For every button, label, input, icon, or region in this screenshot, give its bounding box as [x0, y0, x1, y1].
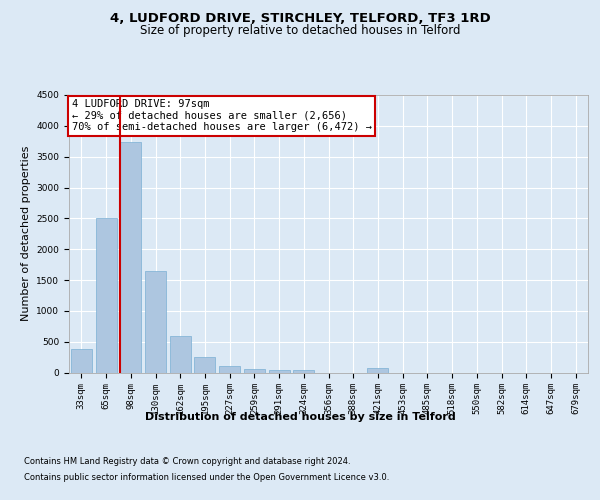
Bar	[145, 272, 166, 372]
Bar	[95, 218, 116, 372]
Bar	[71, 349, 92, 372]
Text: 4, LUDFORD DRIVE, STIRCHLEY, TELFORD, TF3 1RD: 4, LUDFORD DRIVE, STIRCHLEY, TELFORD, TF…	[110, 12, 490, 26]
Bar	[244, 369, 265, 372]
Bar	[219, 366, 240, 372]
Text: Distribution of detached houses by size in Telford: Distribution of detached houses by size …	[145, 412, 455, 422]
Text: Size of property relative to detached houses in Telford: Size of property relative to detached ho…	[140, 24, 460, 37]
Text: 4 LUDFORD DRIVE: 97sqm
← 29% of detached houses are smaller (2,656)
70% of semi-: 4 LUDFORD DRIVE: 97sqm ← 29% of detached…	[71, 99, 371, 132]
Bar	[367, 368, 388, 372]
Bar	[170, 336, 191, 372]
Text: Contains public sector information licensed under the Open Government Licence v3: Contains public sector information licen…	[24, 472, 389, 482]
Bar	[293, 370, 314, 372]
Bar	[194, 358, 215, 372]
Bar	[120, 142, 141, 372]
Y-axis label: Number of detached properties: Number of detached properties	[21, 146, 31, 322]
Bar	[269, 370, 290, 372]
Text: Contains HM Land Registry data © Crown copyright and database right 2024.: Contains HM Land Registry data © Crown c…	[24, 458, 350, 466]
